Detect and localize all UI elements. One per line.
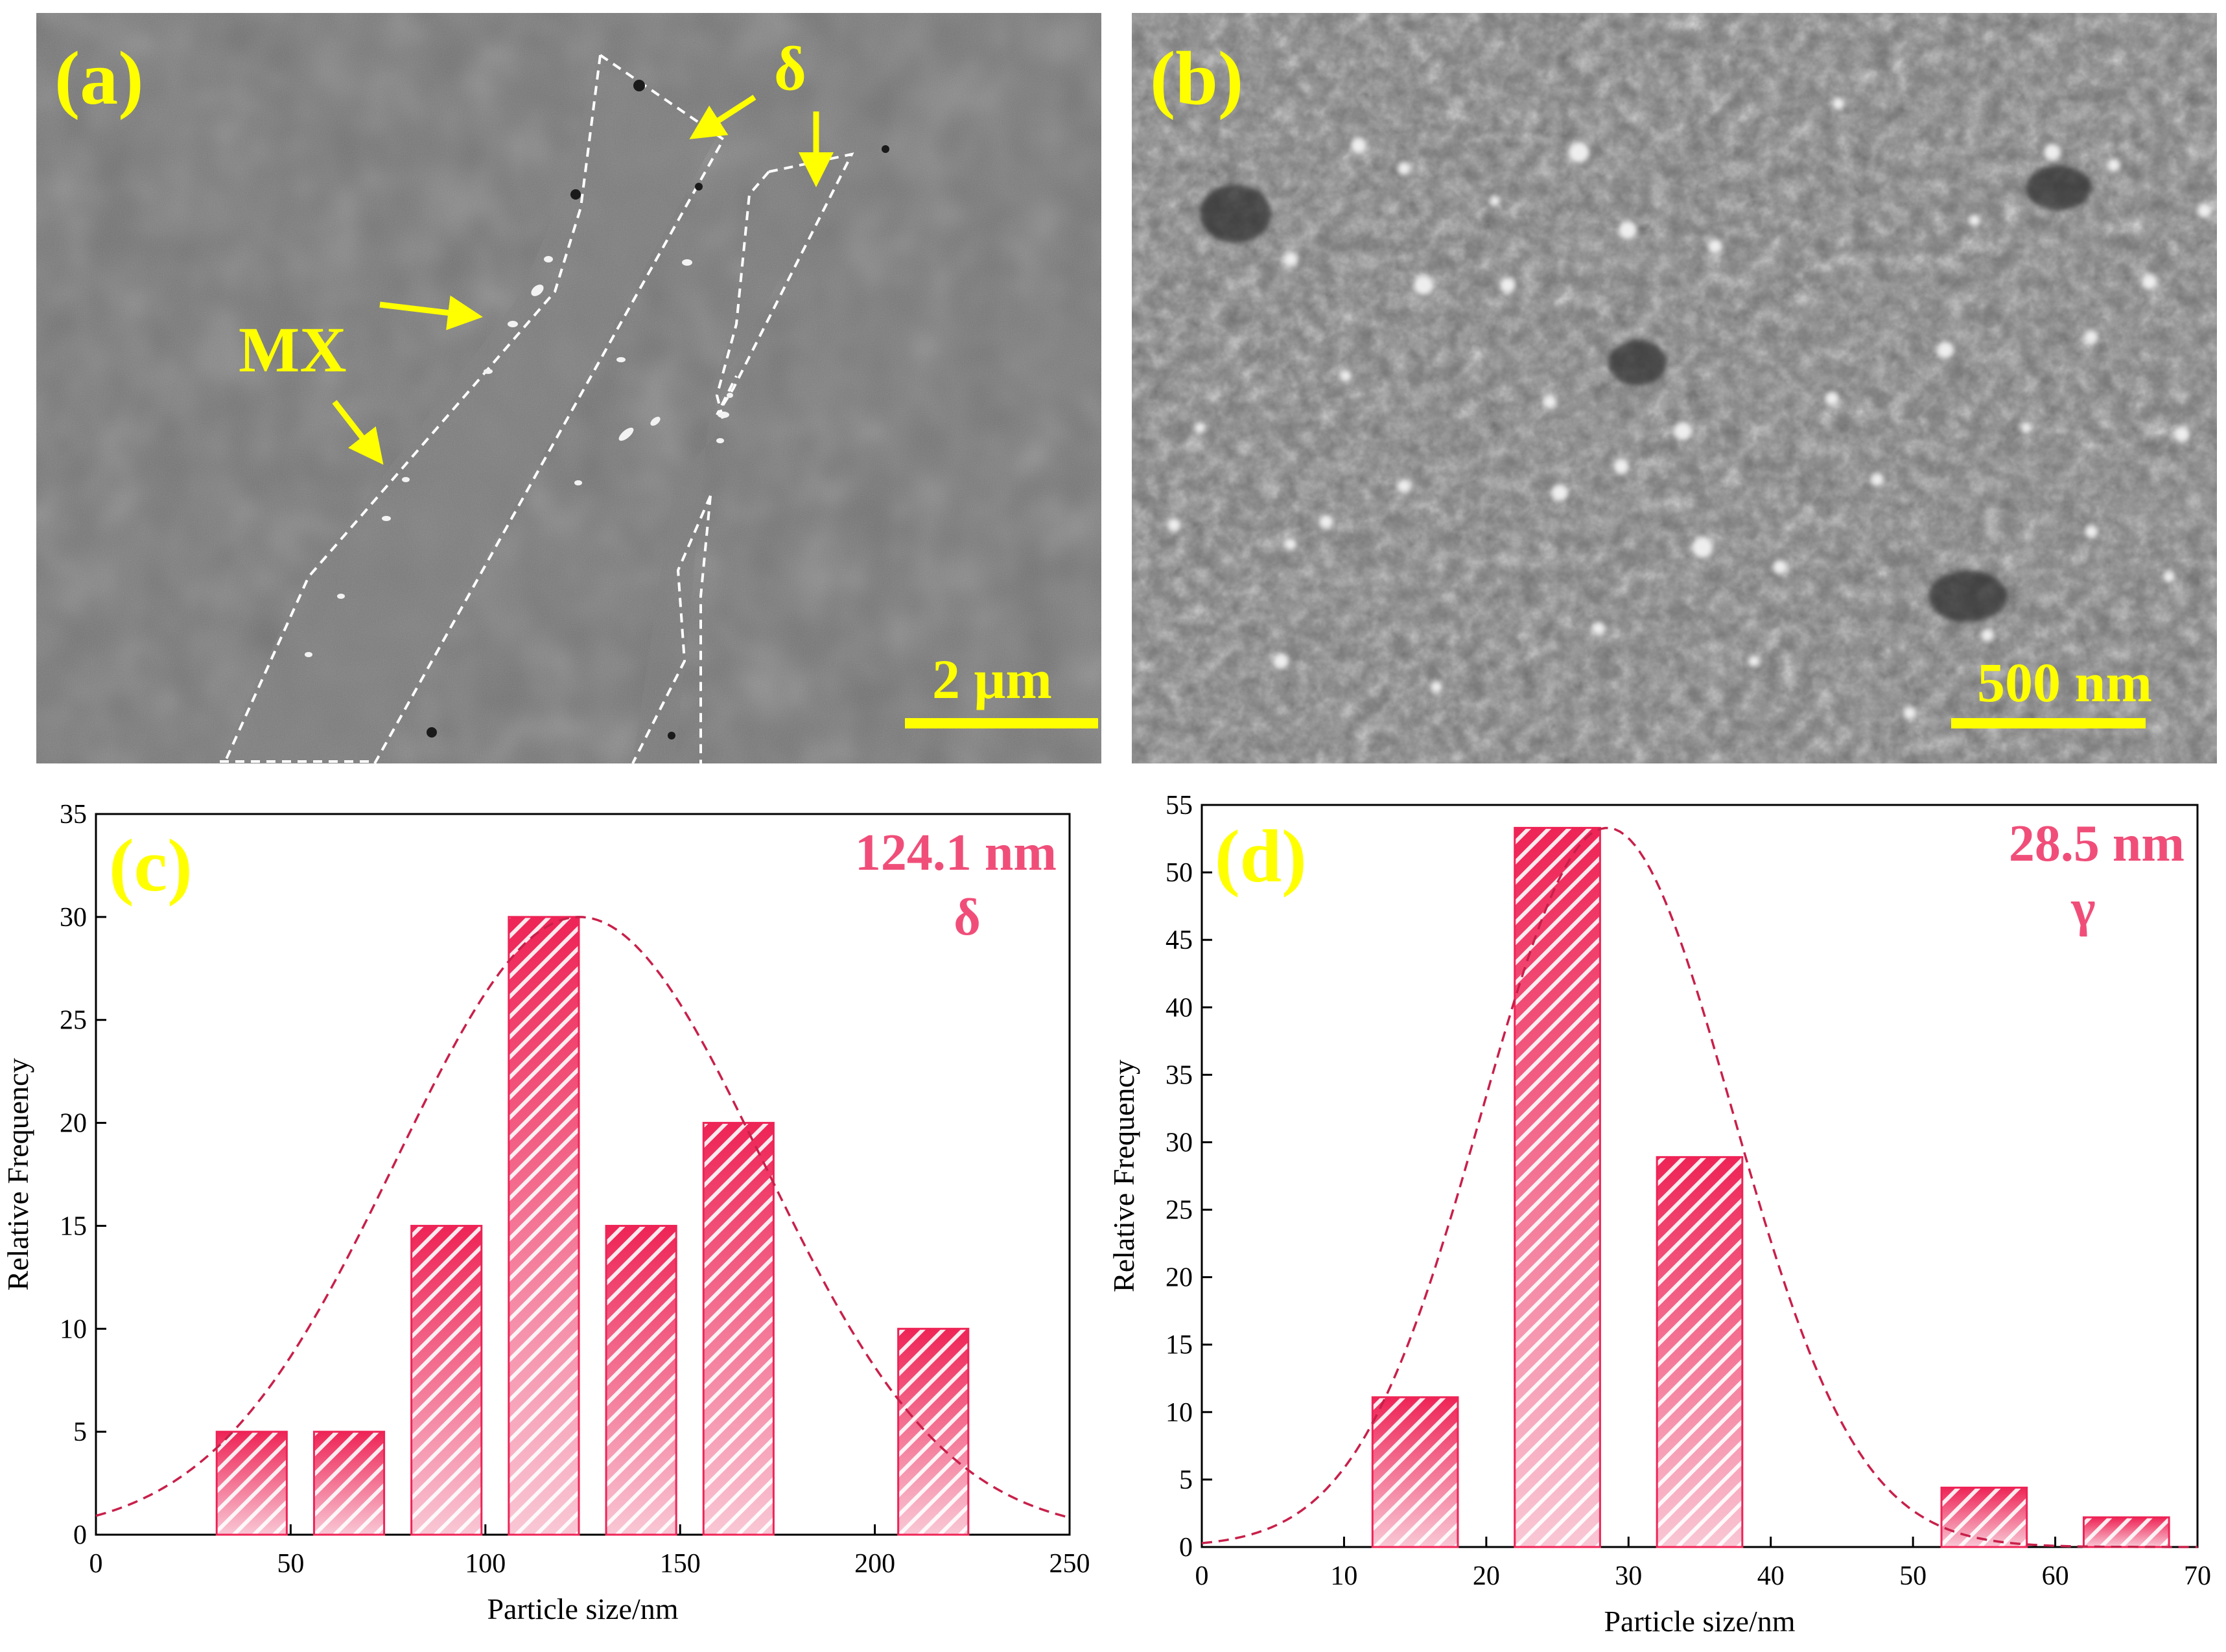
histogram-bar-hatch	[1514, 828, 1600, 1547]
histogram-bar-hatch	[314, 1432, 384, 1535]
scale-bar-label-a: 2 μm	[932, 648, 1052, 710]
panel-label: (d)	[1215, 815, 1307, 898]
histogram-d: 0 10 20 30 40 50 60 70 0 5 10 15 20 25 30 35 40 45 50 55 Par…	[1113, 791, 2211, 1638]
histogram-bar-hatch	[1657, 1157, 1742, 1547]
y-axis-label: Relative Frequency	[1, 1058, 34, 1291]
histogram-bar-outline	[702, 1122, 775, 1536]
y-tick-label: 35	[1166, 1060, 1193, 1090]
x-tick-label: 0	[89, 1549, 103, 1579]
y-tick-label: 55	[1166, 791, 1193, 820]
histogram-bar-outline	[605, 1224, 677, 1536]
y-tick-label: 20	[60, 1109, 87, 1139]
histogram-bar-outline	[1940, 1486, 2028, 1548]
histogram-bar-outline	[897, 1327, 970, 1536]
histogram-bar-hatch	[606, 1226, 677, 1535]
histogram-bar-hatch	[898, 1329, 968, 1535]
x-tick-label: 70	[2184, 1561, 2211, 1591]
panel-label-b: (b)	[1150, 36, 1244, 121]
phase-annotation: γ	[2070, 880, 2095, 937]
gaussian-fit-curve	[1201, 826, 2197, 1548]
x-tick-label: 20	[1473, 1561, 1500, 1591]
y-tick-label: 35	[60, 800, 87, 830]
sem-image-a-graphic	[36, 13, 1101, 763]
histogram-bar-outline	[1371, 1396, 1459, 1548]
x-tick-label: 250	[1049, 1549, 1090, 1579]
histogram-bar-outline	[410, 1224, 483, 1536]
histogram-bar-hatch	[508, 916, 579, 1535]
mx-arrow-2	[332, 400, 384, 465]
mx-arrow-1	[379, 295, 483, 331]
histogram-bar-hatch	[1941, 1487, 2027, 1547]
y-tick-label: 25	[1166, 1196, 1193, 1226]
x-tick-label: 0	[1195, 1561, 1209, 1591]
x-tick-label: 60	[2042, 1561, 2069, 1591]
y-tick-label: 5	[73, 1417, 87, 1447]
phase-annotation: δ	[954, 889, 981, 946]
x-tick-label: 40	[1757, 1561, 1785, 1591]
y-tick-label: 30	[60, 903, 87, 933]
plot-frame	[95, 813, 1071, 1536]
histogram-bar-outline	[312, 1430, 386, 1536]
mx-label: MX	[239, 314, 347, 386]
x-axis-label: Particle size/nm	[1604, 1605, 1795, 1638]
y-tick-label: 10	[60, 1314, 87, 1344]
panel-label: (c)	[109, 824, 193, 907]
histogram-bar-hatch	[1372, 1397, 1458, 1547]
histogram-bar-hatch	[703, 1123, 774, 1535]
delta-arrow-1	[689, 95, 756, 139]
scale-bar-a	[905, 718, 1098, 728]
panel-label-a: (a)	[54, 36, 144, 121]
sem-image-b-graphic	[1132, 13, 2217, 763]
sem-image-b: (b) 500 nm	[1132, 13, 2217, 763]
gaussian-fit-curve	[95, 916, 1070, 1519]
y-tick-label: 10	[1166, 1398, 1193, 1428]
x-tick-label: 100	[465, 1549, 506, 1579]
mean-size-annotation: 124.1 nm	[855, 824, 1057, 881]
y-tick-label: 30	[1166, 1128, 1193, 1158]
x-tick-label: 30	[1615, 1561, 1642, 1591]
y-tick-label: 20	[1166, 1263, 1193, 1293]
histogram-bar-hatch	[2083, 1517, 2170, 1547]
histogram-bar-outline	[1656, 1156, 1744, 1548]
gamma-precipitates	[1167, 98, 2212, 719]
y-tick-label: 5	[1179, 1465, 1193, 1495]
annotation-arrows	[332, 95, 834, 465]
histogram-bar-hatch	[217, 1432, 287, 1535]
y-tick-label: 15	[60, 1211, 87, 1241]
y-axis-label: Relative Frequency	[1113, 1060, 1140, 1292]
sem-image-a: (a) δ MX 2 μm	[36, 13, 1101, 763]
histogram-c: 0 50 100 150 200 250 0 5 10 15 20 25 30 35 Particle si…	[1, 800, 1090, 1625]
x-tick-label: 150	[660, 1549, 701, 1579]
y-tick-label: 45	[1166, 925, 1193, 955]
y-tick-label: 0	[1179, 1533, 1193, 1563]
y-tick-label: 0	[73, 1520, 87, 1550]
mean-size-annotation: 28.5 nm	[2009, 815, 2185, 872]
y-tick-label: 40	[1166, 993, 1193, 1023]
x-axis-label: Particle size/nm	[487, 1592, 678, 1625]
y-tick-label: 50	[1166, 858, 1193, 888]
scale-bar-b	[1951, 718, 2146, 728]
x-tick-label: 50	[277, 1549, 304, 1579]
delta-phase-label: δ	[774, 34, 806, 103]
x-tick-label: 50	[1899, 1561, 1927, 1591]
scale-bar-label-b: 500 nm	[1977, 651, 2152, 714]
x-tick-label: 200	[854, 1549, 895, 1579]
histogram-bar-outline	[215, 1430, 288, 1536]
y-tick-label: 15	[1166, 1331, 1193, 1360]
histogram-bar-outline	[1514, 826, 1601, 1548]
histogram-bar-hatch	[411, 1226, 482, 1535]
y-tick-label: 25	[60, 1006, 87, 1036]
histogram-bar-outline	[508, 916, 580, 1536]
x-tick-label: 10	[1330, 1561, 1357, 1591]
histogram-bar-outline	[2082, 1516, 2170, 1548]
